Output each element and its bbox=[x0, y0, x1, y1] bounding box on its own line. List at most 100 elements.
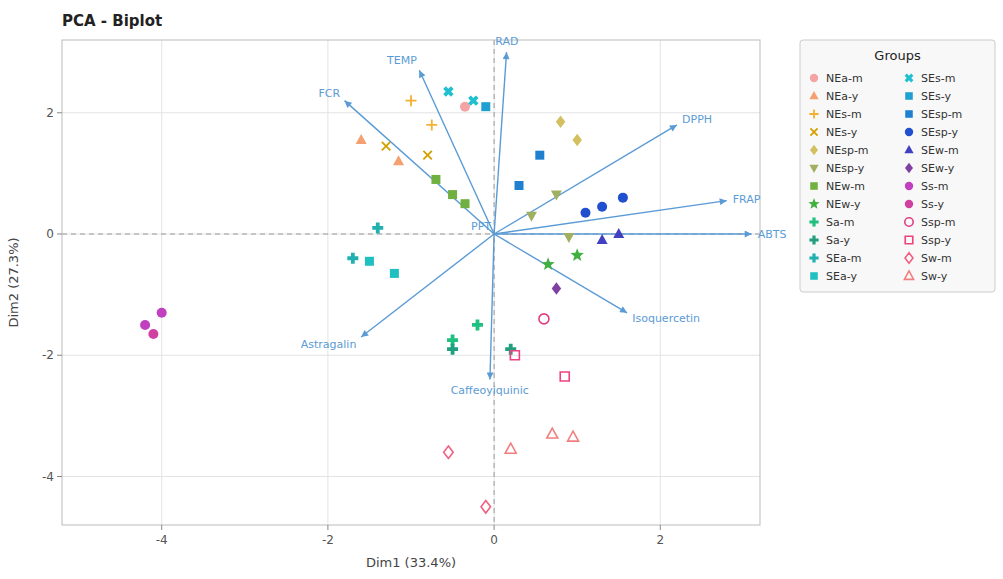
vector-label: RAD bbox=[495, 35, 518, 48]
point bbox=[563, 233, 574, 243]
series bbox=[552, 282, 562, 295]
series bbox=[447, 319, 483, 345]
legend-marker bbox=[904, 145, 913, 153]
point bbox=[581, 208, 591, 218]
x-tick-label: 2 bbox=[656, 533, 664, 547]
plot-frame bbox=[62, 40, 760, 525]
zero-lines bbox=[62, 40, 760, 525]
x-tick bbox=[494, 525, 495, 530]
legend-label: NEw-m bbox=[826, 180, 865, 193]
x-tick-label: -4 bbox=[156, 533, 168, 547]
chart-title: PCA - Biplot bbox=[62, 12, 162, 30]
legend-label: NEa-y bbox=[826, 90, 859, 103]
point bbox=[515, 181, 524, 190]
point bbox=[572, 134, 582, 147]
point bbox=[431, 175, 440, 184]
legend-label: SEsp-y bbox=[921, 126, 958, 139]
legend-marker bbox=[809, 253, 818, 262]
y-axis-label: Dim2 (27.3%) bbox=[6, 237, 21, 327]
series bbox=[148, 329, 158, 339]
point bbox=[423, 151, 432, 160]
legend-label: Sw-m bbox=[921, 252, 952, 265]
x-tick bbox=[660, 525, 661, 530]
series bbox=[505, 428, 578, 453]
zero-line-h bbox=[62, 234, 760, 235]
legend-label: Sw-y bbox=[921, 270, 948, 283]
legend-label: Ssp-y bbox=[921, 234, 951, 247]
axes: -4-202-4-202 bbox=[42, 106, 664, 547]
legend-label: SEw-m bbox=[921, 144, 959, 157]
legend-marker bbox=[905, 92, 913, 100]
point bbox=[472, 319, 483, 330]
grid bbox=[62, 40, 760, 525]
point bbox=[448, 190, 457, 199]
legend-label: Ss-y bbox=[921, 198, 944, 211]
legend-label: NEa-m bbox=[826, 72, 863, 85]
point bbox=[551, 191, 562, 201]
legend-marker bbox=[810, 145, 818, 156]
legend-marker bbox=[905, 74, 914, 83]
grid-line-y bbox=[62, 476, 760, 477]
legend-label: SEsp-m bbox=[921, 108, 962, 121]
series bbox=[443, 86, 478, 106]
chart: -4-202-4-202Dim1 (33.4%)Dim2 (27.3%)PCA … bbox=[0, 0, 1003, 579]
point bbox=[597, 202, 607, 212]
series bbox=[539, 314, 549, 324]
point bbox=[393, 155, 404, 165]
y-tick bbox=[57, 234, 62, 235]
legend-frame bbox=[800, 40, 995, 292]
legend-marker bbox=[904, 271, 913, 279]
legend-marker bbox=[905, 163, 913, 174]
point bbox=[613, 228, 624, 238]
vector-label: Astragalin bbox=[301, 338, 357, 351]
x-tick bbox=[327, 525, 328, 530]
legend-title: Groups bbox=[874, 48, 921, 63]
point bbox=[568, 431, 579, 441]
series bbox=[515, 151, 545, 190]
y-tick-label: 2 bbox=[46, 106, 54, 120]
legend-label: SEs-m bbox=[921, 72, 955, 85]
grid-line-x bbox=[494, 40, 495, 525]
point bbox=[481, 102, 490, 111]
legend-marker bbox=[810, 182, 818, 190]
legend-marker bbox=[905, 182, 913, 190]
point bbox=[157, 308, 167, 318]
series bbox=[382, 142, 432, 160]
grid-line-y bbox=[62, 112, 760, 113]
y-tick bbox=[57, 355, 62, 356]
series bbox=[431, 175, 469, 208]
point bbox=[140, 320, 150, 330]
series bbox=[406, 95, 438, 130]
zero-line-v bbox=[494, 40, 495, 525]
point bbox=[526, 212, 537, 222]
legend-marker bbox=[809, 217, 818, 226]
legend-marker bbox=[810, 272, 818, 280]
y-tick bbox=[57, 476, 62, 477]
y-tick-label: -4 bbox=[42, 470, 54, 484]
legend-marker bbox=[809, 109, 818, 118]
point bbox=[365, 257, 374, 266]
point bbox=[547, 428, 558, 438]
vector-label: FCR bbox=[318, 87, 340, 100]
vector-arrow bbox=[494, 234, 627, 313]
vector-arrow bbox=[494, 125, 677, 234]
legend-label: Ssp-m bbox=[921, 216, 955, 229]
vector-label: Caffeoyiquinic bbox=[451, 384, 529, 397]
legend-label: Ss-m bbox=[921, 180, 948, 193]
point bbox=[539, 314, 549, 324]
legend-marker bbox=[810, 74, 818, 82]
point bbox=[356, 134, 367, 144]
legend-label: SEa-m bbox=[826, 252, 861, 265]
legend-label: NEw-y bbox=[826, 198, 861, 211]
series bbox=[356, 134, 404, 165]
y-tick-label: 0 bbox=[46, 227, 54, 241]
plot-background bbox=[62, 40, 760, 525]
vector-label: ABTS bbox=[758, 228, 787, 241]
series bbox=[526, 191, 574, 243]
point bbox=[505, 443, 516, 453]
legend-marker bbox=[905, 253, 913, 264]
legend-marker bbox=[809, 165, 818, 173]
point bbox=[560, 372, 569, 381]
point bbox=[468, 95, 478, 105]
point bbox=[535, 151, 544, 160]
